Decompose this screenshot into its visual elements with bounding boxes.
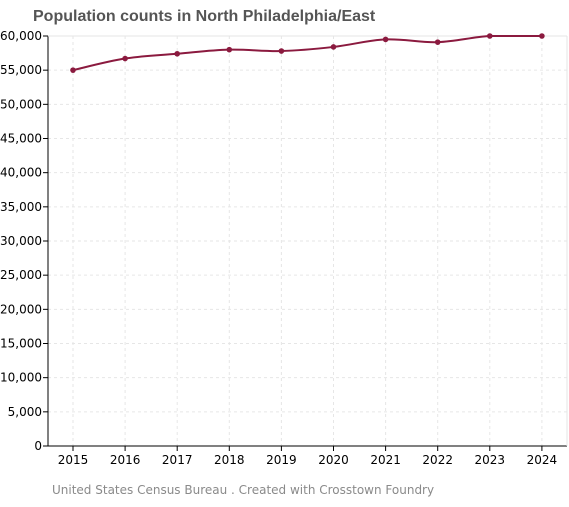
x-tick-label: 2019 — [266, 453, 297, 467]
data-point — [278, 48, 285, 54]
y-tick-label: 50,000 — [0, 97, 42, 111]
x-tick-label: 2021 — [370, 453, 401, 467]
grid — [48, 35, 567, 446]
y-tick-label: 60,000 — [0, 29, 42, 43]
y-axis-ticks: 0 5,000 10,000 15,000 20,000 25,000 30,000 35,0… — [0, 29, 48, 453]
data-point — [70, 67, 76, 73]
x-tick-label: 2020 — [318, 453, 349, 467]
y-tick-label: 0 — [34, 439, 42, 453]
x-tick-label: 2016 — [110, 453, 141, 467]
data-point — [330, 44, 337, 50]
data-point — [382, 36, 389, 43]
y-tick-label: 40,000 — [0, 166, 42, 180]
x-tick-label: 2017 — [162, 453, 193, 467]
data-point — [434, 39, 441, 45]
data-point — [539, 33, 545, 39]
x-tick-label: 2024 — [527, 453, 558, 467]
y-tick-label: 5,000 — [8, 405, 42, 419]
data-point — [174, 50, 180, 57]
x-tick-label: 2023 — [475, 453, 506, 467]
x-tick-label: 2018 — [214, 453, 245, 467]
y-tick-label: 15,000 — [0, 337, 42, 351]
data-point — [122, 55, 128, 62]
y-tick-label: 20,000 — [0, 302, 42, 316]
y-tick-label: 30,000 — [0, 234, 42, 248]
x-tick-label: 2015 — [58, 453, 89, 467]
y-tick-label: 45,000 — [0, 132, 42, 146]
x-axis-ticks: 2015 2016 2017 2018 2019 2020 2021 2022 2023 2024 — [58, 446, 557, 467]
series-line — [72, 35, 542, 72]
data-point — [226, 46, 233, 53]
y-tick-label: 35,000 — [0, 200, 42, 214]
chart-title: Population counts in North Philadelphia/… — [33, 8, 376, 25]
x-tick-label: 2022 — [422, 453, 453, 467]
y-tick-label: 55,000 — [0, 63, 42, 77]
y-tick-label: 25,000 — [0, 268, 42, 282]
data-point — [487, 33, 493, 39]
y-tick-label: 10,000 — [0, 371, 42, 385]
source-footer: United States Census Bureau . Created wi… — [52, 483, 435, 497]
series — [70, 33, 545, 73]
